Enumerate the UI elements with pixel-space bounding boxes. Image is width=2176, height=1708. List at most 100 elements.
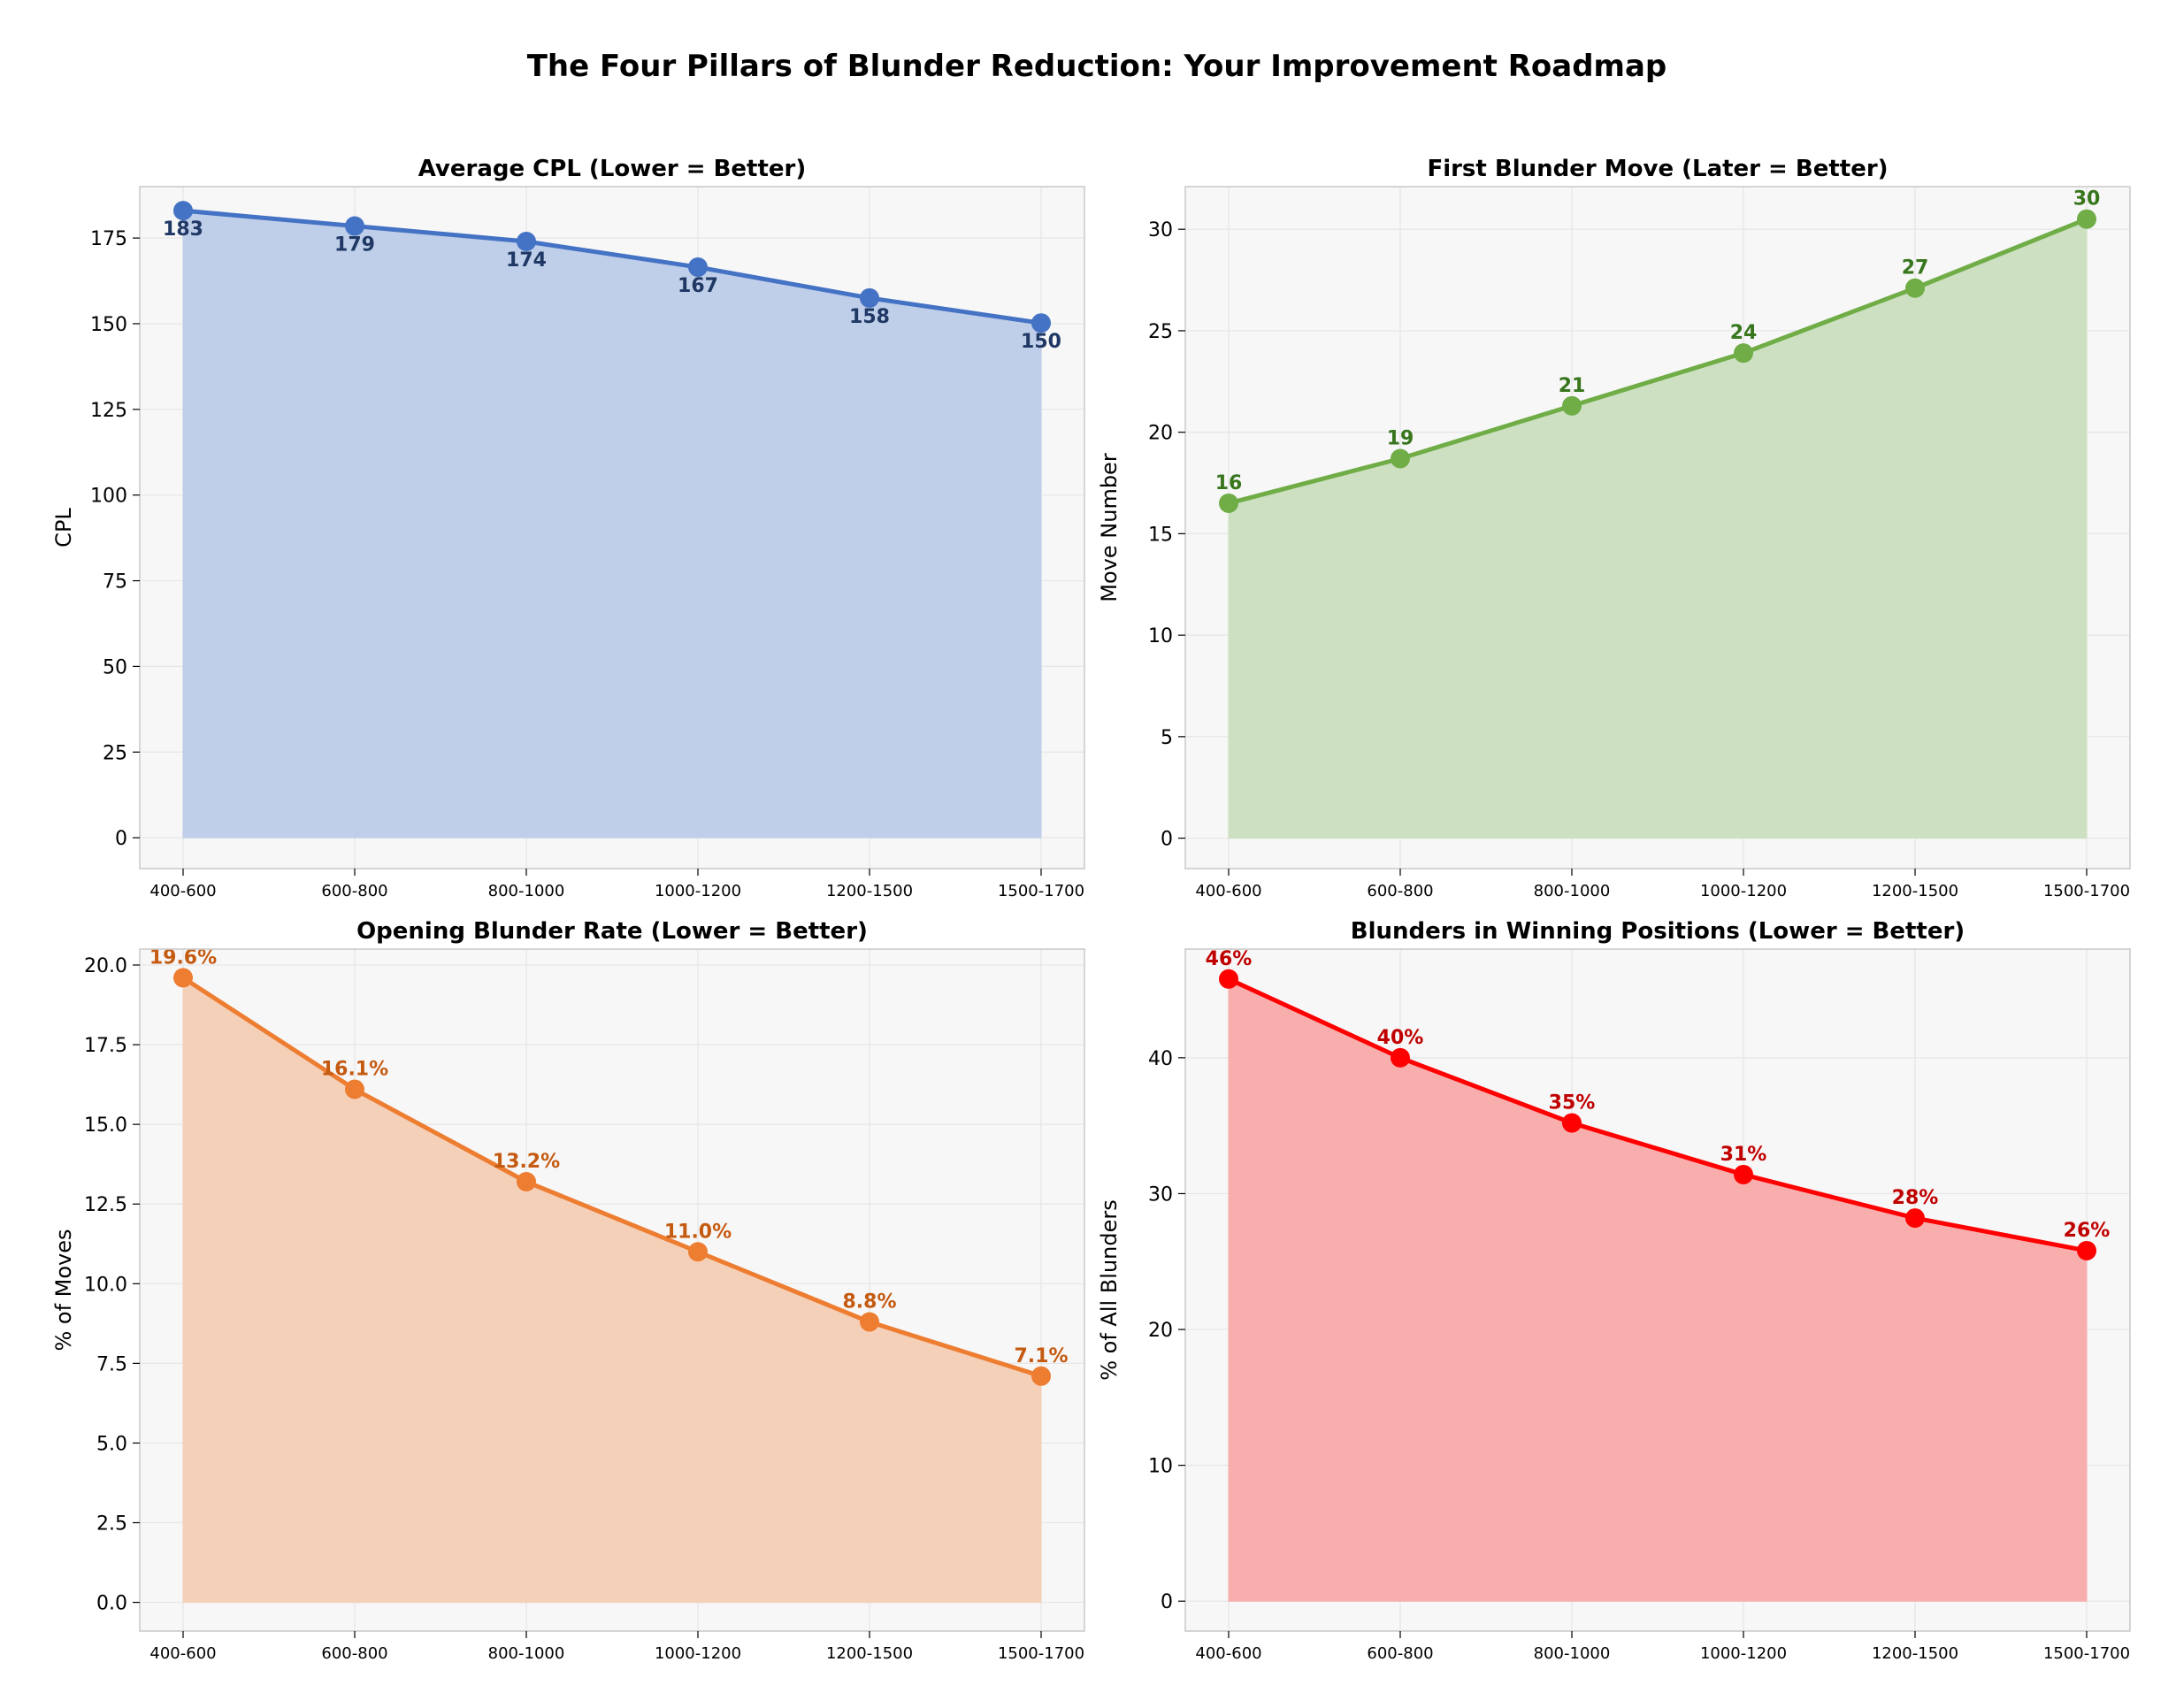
data-label: 21 (1559, 375, 1586, 397)
x-tick-label: 1500-1700 (998, 1644, 1084, 1663)
x-tick-label: 1000-1200 (1700, 1644, 1787, 1663)
x-tick-label: 600-800 (1367, 882, 1433, 900)
y-tick-label: 175 (90, 228, 127, 250)
y-tick-label: 30 (1148, 219, 1173, 241)
y-tick-label: 50 (103, 656, 127, 678)
data-label: 7.1% (1014, 1345, 1068, 1367)
y-tick-label: 5 (1161, 727, 1173, 749)
data-point (688, 257, 708, 278)
y-tick-label: 20 (1148, 1320, 1173, 1342)
plot-frame (1184, 948, 2131, 1632)
chart-panels: 1831791741671581500255075100125150175400… (51, 156, 2131, 1663)
data-label: 16.1% (321, 1059, 388, 1081)
plot-frame (139, 948, 1085, 1632)
y-tick-label: 12.5 (84, 1194, 127, 1216)
data-label: 35% (1549, 1092, 1596, 1114)
data-point (345, 216, 364, 236)
y-tick-label: 15 (1148, 524, 1173, 546)
series-line (180, 208, 1044, 326)
data-point (860, 287, 879, 308)
y-tick-label: 10 (1148, 625, 1173, 647)
data-label: 24 (1730, 322, 1758, 344)
y-tick-label: 10 (1148, 1456, 1173, 1478)
series-line (1226, 217, 2089, 506)
y-tick-label: 15.0 (84, 1114, 127, 1137)
x-tick-label: 1500-1700 (2043, 1644, 2130, 1663)
x-tick-label: 600-800 (321, 882, 387, 900)
data-point (1734, 1164, 1753, 1184)
data-point (1031, 313, 1051, 333)
y-tick-label: 25 (1148, 321, 1173, 343)
data-point (517, 1172, 536, 1192)
x-tick-label: 400-600 (1195, 1644, 1261, 1663)
data-point (517, 231, 536, 251)
data-point (1391, 1047, 1410, 1068)
data-label: 46% (1206, 948, 1253, 970)
y-tick-label: 40 (1148, 1048, 1173, 1070)
data-label: 19 (1387, 427, 1414, 449)
y-tick-label: 0.0 (96, 1593, 127, 1615)
y-tick-label: 125 (90, 400, 127, 422)
x-tick-label: 800-1000 (1534, 882, 1611, 900)
panel-title: First Blunder Move (Later = Better) (1427, 156, 1888, 182)
data-point (345, 1079, 364, 1099)
y-tick-label: 20 (1148, 423, 1173, 445)
x-tick-label: 1200-1500 (826, 1644, 913, 1663)
y-tick-label: 10.0 (84, 1274, 127, 1296)
figure-title: The Four Pillars of Blunder Reduction: Y… (527, 49, 1667, 84)
y-tick-label: 30 (1148, 1183, 1173, 1206)
x-tick-label: 800-1000 (488, 882, 565, 900)
panel-title: Opening Blunder Rate (Lower = Better) (356, 918, 868, 945)
data-label: 167 (678, 275, 718, 297)
y-tick-label: 7.5 (96, 1353, 127, 1375)
data-label: 26% (2064, 1220, 2111, 1242)
y-tick-label: 2.5 (96, 1513, 127, 1536)
data-label: 27 (1902, 257, 1929, 280)
data-label: 179 (334, 234, 375, 257)
data-point (1905, 278, 1925, 298)
data-label: 28% (1892, 1187, 1939, 1209)
data-point (1562, 395, 1582, 416)
data-label: 158 (849, 306, 890, 328)
x-tick-label: 1200-1500 (1872, 1644, 1958, 1663)
data-point (688, 1242, 708, 1262)
panel-title: Average CPL (Lower = Better) (418, 156, 807, 182)
y-tick-label: 0 (1161, 829, 1173, 851)
y-axis-label: CPL (51, 508, 76, 548)
x-tick-label: 1000-1200 (655, 882, 741, 900)
y-tick-label: 20.0 (84, 955, 127, 977)
x-tick-label: 1200-1500 (826, 882, 913, 900)
chart-panel-3: 19.6% 16.1% 13.2% 11.0% 8.8% 7.1% 0.0 2.5 5.0 7.5… (51, 918, 1085, 1663)
data-point (860, 1312, 879, 1332)
data-point (1031, 1366, 1051, 1386)
plot-frame (139, 186, 1085, 869)
data-label: 150 (1021, 331, 1061, 353)
y-tick-label: 100 (90, 486, 127, 508)
panel-title: Blunders in Winning Positions (Lower = B… (1351, 918, 1965, 945)
data-point (173, 201, 193, 221)
data-point (2077, 1240, 2096, 1260)
y-tick-label: 17.5 (84, 1035, 127, 1057)
data-point (1734, 343, 1753, 364)
data-label: 31% (1720, 1144, 1767, 1166)
y-tick-label: 5.0 (96, 1433, 127, 1455)
y-tick-label: 0 (1161, 1591, 1173, 1613)
data-label: 174 (506, 249, 547, 272)
data-label: 183 (163, 218, 203, 241)
x-tick-label: 1500-1700 (2043, 882, 2130, 900)
data-label: 16 (1215, 472, 1243, 494)
x-tick-label: 1000-1200 (1700, 882, 1787, 900)
x-tick-label: 600-800 (321, 1644, 387, 1663)
data-point (1219, 493, 1238, 513)
data-point (1219, 969, 1238, 989)
data-label: 13.2% (493, 1151, 560, 1173)
y-tick-label: 75 (103, 571, 127, 594)
data-label: 8.8% (842, 1291, 896, 1314)
series-line (1226, 977, 2089, 1253)
data-label: 11.0% (664, 1221, 732, 1243)
x-tick-label: 1500-1700 (998, 882, 1084, 900)
chart-panel-1: 183 179 174 167 158 150 0 25 50 75 100 125 150 175 400… (51, 156, 1085, 900)
chart-panel-2: 16 19 21 24 27 30 0 5 10 15 20 25 30 400-600 600-800 80… (1097, 156, 2131, 900)
series-line (180, 975, 1044, 1379)
